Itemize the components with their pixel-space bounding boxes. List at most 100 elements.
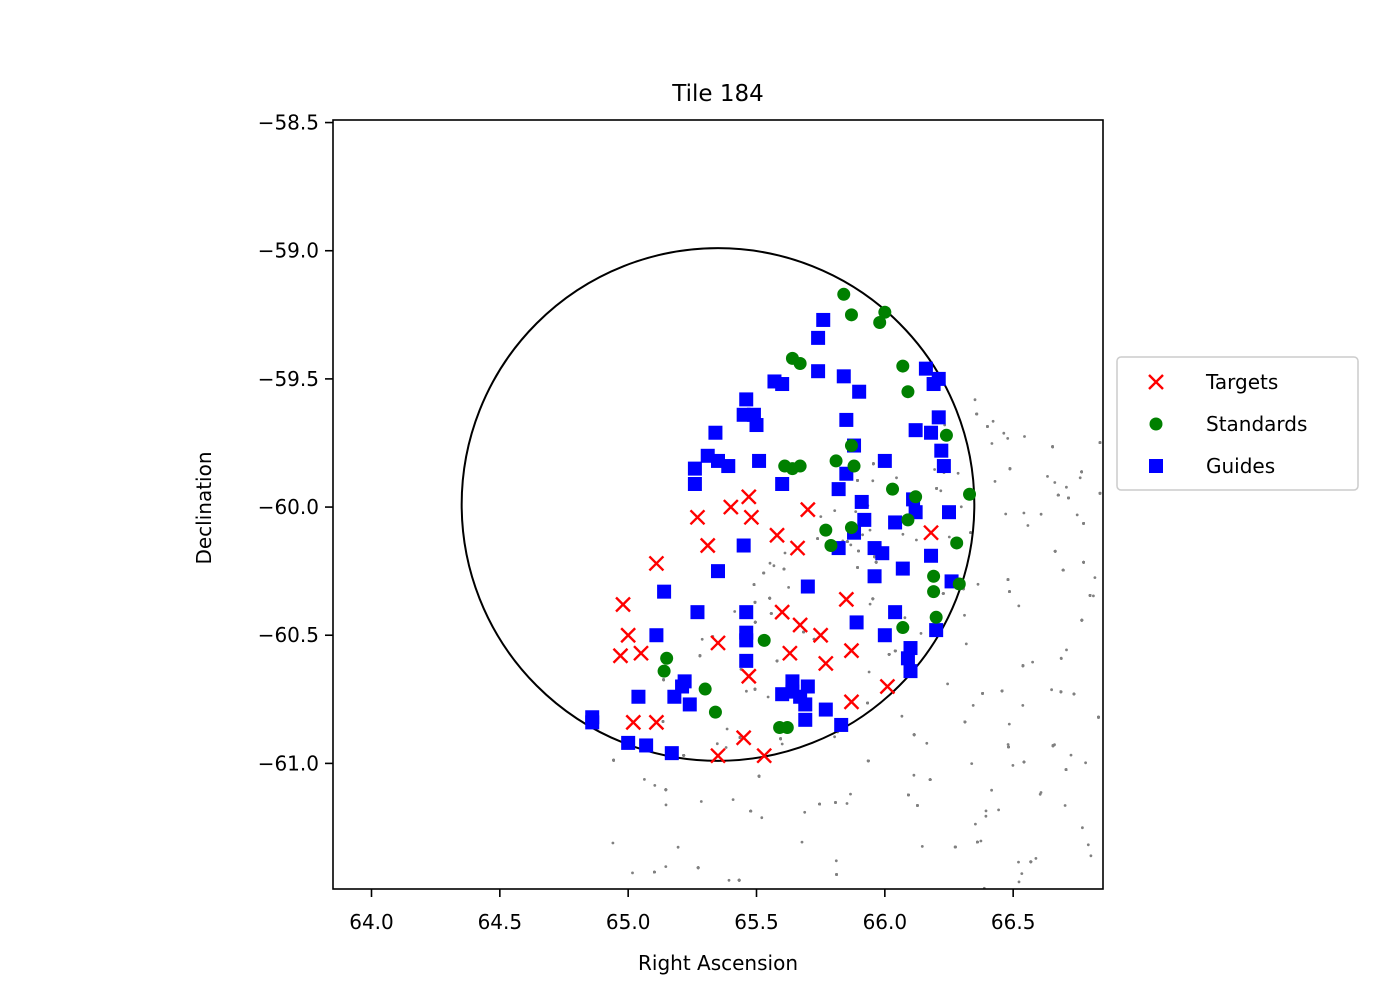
target-point (740, 488, 757, 505)
background-star (997, 808, 1000, 812)
target-point (782, 645, 798, 662)
guide-point (811, 364, 826, 379)
background-star (986, 425, 989, 428)
guide-point (621, 735, 636, 750)
background-star (1056, 493, 1060, 497)
background-star (941, 592, 945, 595)
background-star (1021, 664, 1025, 668)
background-star (1017, 880, 1021, 884)
standard-point (793, 459, 807, 473)
standard-point (844, 308, 858, 322)
guide-point (834, 717, 849, 732)
background-star (871, 479, 875, 483)
guide-point (903, 664, 918, 679)
guide-point (839, 412, 854, 427)
background-star (868, 602, 872, 606)
target-point (792, 617, 808, 633)
target-point-stroke (699, 537, 716, 554)
guide-point (895, 561, 910, 576)
target-point-stroke (923, 524, 939, 541)
background-star (682, 754, 686, 757)
background-star (752, 583, 756, 586)
background-star (907, 793, 910, 797)
guide-point (739, 653, 754, 668)
background-star (1098, 441, 1102, 444)
guide-point (877, 453, 892, 468)
background-star (768, 561, 772, 565)
background-star (1061, 568, 1065, 572)
guide-point (942, 505, 956, 520)
background-star (1021, 704, 1025, 707)
background-star (1082, 560, 1085, 564)
background-star (993, 480, 997, 483)
background-star (912, 733, 916, 737)
target-point (769, 527, 785, 544)
series-layer (585, 287, 977, 764)
background-star (976, 582, 980, 586)
target-point (740, 668, 757, 685)
axes-frame (332, 119, 1104, 890)
background-star (661, 720, 665, 723)
background-star (727, 878, 731, 882)
background-star (653, 870, 656, 874)
background-star (835, 873, 838, 876)
guide-point (798, 697, 813, 712)
legend-box (1116, 356, 1359, 491)
y-tick-label: −59.0 (258, 239, 319, 263)
legend-item-targets: Targets (1148, 370, 1278, 394)
background-star (782, 567, 786, 571)
background-star (1023, 435, 1026, 438)
standard-point (929, 610, 943, 624)
target-point (843, 642, 860, 659)
target-point (689, 509, 706, 526)
background-star (833, 735, 836, 739)
tile-circle (460, 247, 976, 762)
background-star (1002, 431, 1006, 435)
background-star (939, 489, 943, 493)
target-point-stroke (740, 668, 757, 685)
background-star (699, 800, 703, 803)
guide-point (800, 679, 815, 694)
guide-point (875, 546, 890, 561)
background-star (984, 809, 988, 813)
background-star (981, 692, 984, 695)
guide-point (585, 710, 600, 725)
guide-point (657, 584, 672, 599)
target-point-stroke (615, 596, 631, 613)
legend-marker (1149, 417, 1163, 431)
standard-point (837, 287, 851, 301)
background-star (984, 814, 988, 818)
background-star (1081, 826, 1084, 830)
background-star (1007, 722, 1011, 726)
background-star (787, 586, 790, 589)
guide-point (749, 418, 764, 433)
background-star (700, 637, 704, 641)
standard-point (963, 487, 977, 501)
background-star (947, 535, 951, 539)
background-star (731, 798, 735, 801)
target-point (743, 509, 760, 526)
legend-label: Guides (1206, 454, 1275, 478)
background-star (916, 804, 919, 807)
guide-point (708, 425, 723, 440)
target-point (612, 647, 629, 664)
background-star (1007, 745, 1010, 749)
background-star (1080, 470, 1083, 474)
background-star (1064, 768, 1068, 771)
background-star (738, 736, 742, 739)
background-star (903, 616, 907, 620)
background-star (866, 759, 870, 763)
background-star (715, 742, 719, 746)
background-star (664, 788, 668, 792)
background-star (833, 509, 837, 512)
background-star (772, 564, 776, 568)
background-stars (611, 398, 1102, 889)
guide-point (800, 579, 815, 594)
target-point (735, 729, 752, 746)
background-star (912, 773, 916, 777)
target-point-stroke (740, 488, 757, 505)
x-tick-label: 65.5 (734, 910, 779, 934)
background-star (953, 845, 957, 849)
guide-point (929, 623, 944, 638)
background-star (920, 845, 924, 848)
